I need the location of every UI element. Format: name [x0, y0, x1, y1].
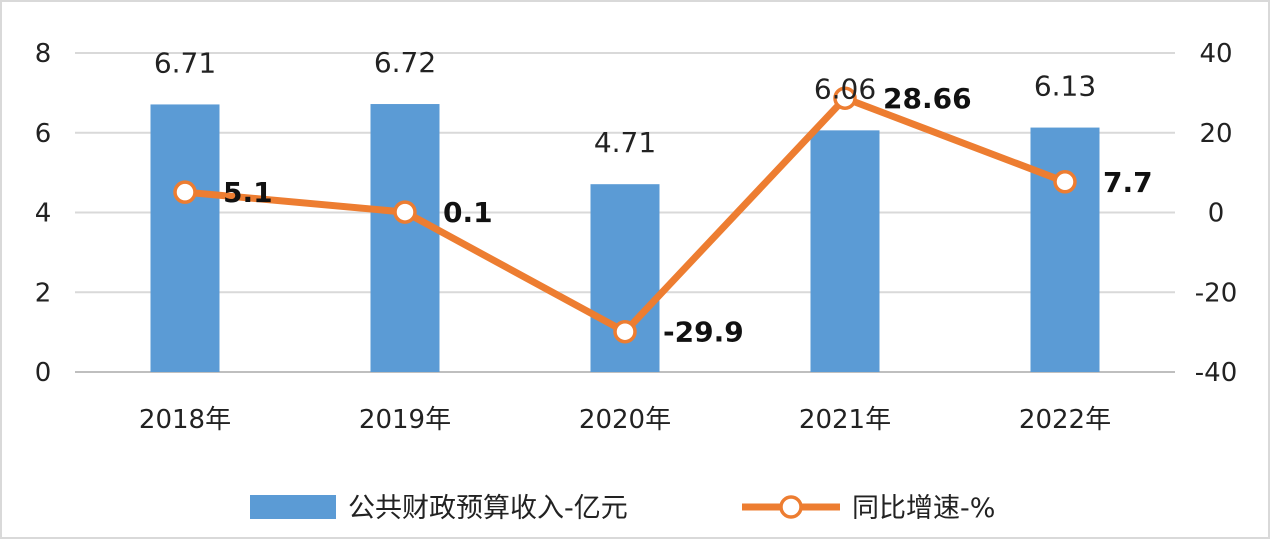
bar-series: [150, 104, 1100, 372]
line-value-label: 7.7: [1103, 166, 1153, 199]
legend: 公共财政预算收入-亿元 同比增速-%: [250, 493, 995, 524]
y-right-tick-label: 20: [1199, 119, 1232, 149]
y-right-tick-label: -40: [1195, 358, 1237, 388]
legend-bar-label: 公共财政预算收入-亿元: [348, 493, 628, 524]
bar-value-label: 6.13: [1034, 70, 1096, 103]
x-tick-label: 2018年: [139, 405, 231, 435]
legend-bar-swatch: [250, 495, 336, 519]
x-tick-label: 2019年: [359, 405, 451, 435]
y-left-tick-label: 6: [35, 119, 52, 149]
legend-line-marker: [779, 495, 803, 519]
bar-value-label: 6.72: [374, 46, 436, 79]
x-tick-label: 2020年: [579, 405, 671, 435]
line-marker: [1053, 170, 1077, 194]
axis-labels: 0 2 4 6 8 -40 -20 0 20 40 2018年 2019年 2020年 2021年 2022…: [35, 39, 1238, 435]
line-marker: [173, 180, 197, 204]
line-value-label: 0.1: [443, 196, 493, 229]
bar: [810, 130, 880, 372]
bar: [590, 184, 660, 372]
data-labels: 6.71 6.72 4.71 6.06 6.13 5.1 0.1 -29.9 28.66 7.7: [154, 46, 1153, 349]
line-marker: [393, 200, 417, 224]
bar-value-label: 6.71: [154, 46, 216, 79]
y-right-tick-label: 0: [1208, 199, 1225, 229]
line-marker: [613, 319, 637, 344]
line-value-label: 28.66: [883, 82, 972, 115]
bar-value-label: 4.71: [594, 126, 656, 159]
line-series: [173, 86, 1077, 344]
y-left-tick-label: 4: [35, 199, 52, 229]
y-left-tick-label: 0: [35, 358, 52, 388]
line-marker: [833, 86, 857, 110]
legend-line-label: 同比增速-%: [852, 493, 995, 524]
bar: [370, 104, 440, 372]
bar-value-label: 6.06: [814, 72, 876, 105]
bar: [150, 104, 220, 372]
y-left-tick-label: 8: [35, 39, 52, 69]
line-value-label: 5.1: [223, 176, 273, 209]
line-value-label: -29.9: [663, 316, 744, 349]
x-tick-label: 2021年: [799, 405, 891, 435]
y-right-tick-label: 40: [1199, 39, 1232, 69]
y-right-tick-label: -20: [1195, 278, 1237, 308]
y-left-tick-label: 2: [35, 278, 52, 308]
x-tick-label: 2022年: [1019, 405, 1111, 435]
bar: [1030, 127, 1100, 372]
